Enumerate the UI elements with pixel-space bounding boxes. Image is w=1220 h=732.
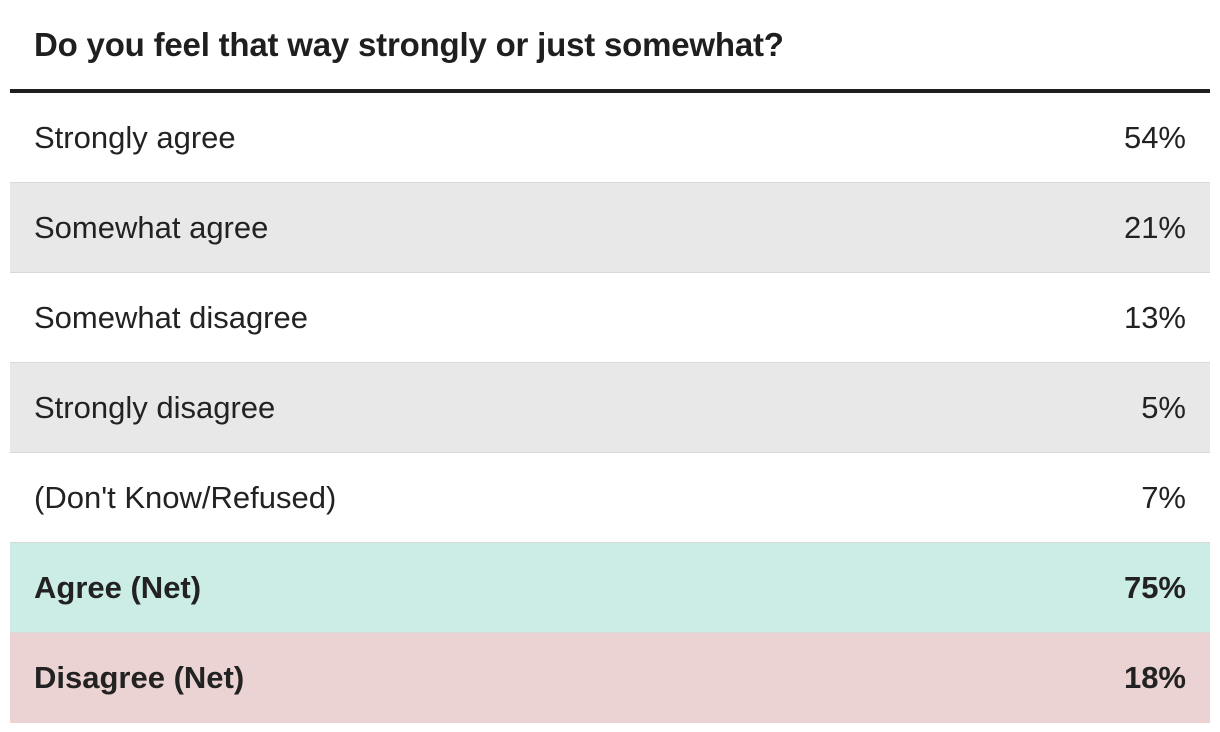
table-title: Do you feel that way strongly or just so… (34, 26, 784, 63)
table-row: Strongly disagree 5% (10, 363, 1210, 453)
table-row: Disagree (Net) 18% (10, 633, 1210, 723)
row-value: 75% (1123, 569, 1186, 605)
table-row: (Don't Know/Refused) 7% (10, 453, 1210, 543)
table-body: Strongly agree 54% Somewhat agree 21% Somewh… (10, 93, 1210, 723)
row-label: Strongly agree (34, 119, 236, 155)
table-row: Somewhat agree 21% (10, 183, 1210, 273)
row-label: Disagree (Net) (34, 660, 245, 695)
row-label: Somewhat agree (34, 209, 269, 245)
row-label: Strongly disagree (34, 389, 276, 425)
row-value: 13% (1123, 299, 1186, 335)
row-value: 18% (1123, 660, 1186, 695)
row-label: Somewhat disagree (34, 299, 308, 335)
table-row: Somewhat disagree 13% (10, 273, 1210, 363)
row-value: 7% (1141, 479, 1186, 515)
row-label: Agree (Net) (34, 569, 202, 605)
row-value: 21% (1123, 209, 1186, 245)
table-row: Agree (Net) 75% (10, 543, 1210, 633)
row-value: 54% (1123, 119, 1186, 155)
row-value: 5% (1141, 389, 1186, 425)
title-divider (10, 89, 1210, 93)
row-label: (Don't Know/Refused) (34, 479, 337, 515)
table-row: Strongly agree 54% (10, 93, 1210, 183)
